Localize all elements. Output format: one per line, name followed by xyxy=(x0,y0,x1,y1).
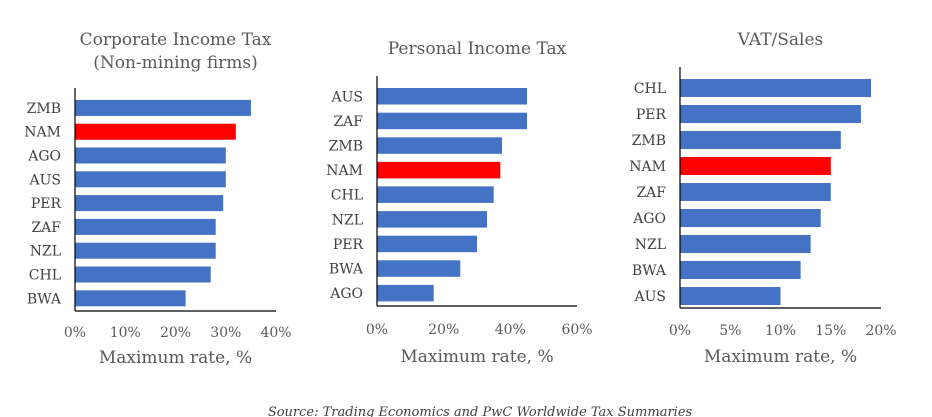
chart-1-x-tick-0: 0% xyxy=(64,325,86,341)
chart-2-bar-ago xyxy=(377,284,434,302)
chart-1-title-line-2: (Non-mining firms) xyxy=(93,53,258,73)
chart-3-bar-zaf xyxy=(680,183,831,201)
chart-1-bar-per xyxy=(75,195,224,212)
chart-1-bar-nam xyxy=(75,123,236,140)
chart-3-category-label-nzl: NZL xyxy=(635,237,666,253)
chart-1-x-tick-2: 20% xyxy=(160,325,191,341)
chart-3-category-label-bwa: BWA xyxy=(632,263,667,279)
chart-2-x-tick-0: 0% xyxy=(366,322,388,338)
chart-1-bar-nzl xyxy=(75,242,216,259)
chart-1-category-label-nzl: NZL xyxy=(30,244,61,260)
chart-2-x-axis-label: Maximum rate, % xyxy=(400,347,553,367)
chart-3-category-label-zmb: ZMB xyxy=(632,133,666,149)
chart-2-category-label-nzl: NZL xyxy=(332,212,363,228)
chart-1-x-tick-3: 30% xyxy=(210,325,241,341)
chart-2-bar-zaf xyxy=(377,112,527,130)
chart-3-x-tick-1: 5% xyxy=(719,323,741,339)
chart-3-bar-nam xyxy=(680,157,831,175)
chart-1-category-label-bwa: BWA xyxy=(27,291,62,307)
chart-3-x-tick-3: 15% xyxy=(815,323,846,339)
chart-3-category-label-chl: CHL xyxy=(634,81,666,97)
chart-1-bar-bwa xyxy=(75,290,186,307)
chart-1-x-tick-4: 40% xyxy=(260,325,291,341)
chart-3-category-label-ago: AGO xyxy=(632,211,666,227)
chart-1-category-label-ago: AGO xyxy=(27,149,61,165)
chart-1-category-label-zaf: ZAF xyxy=(31,220,61,236)
chart-3-bar-chl xyxy=(680,79,871,97)
chart-1-category-label-per: PER xyxy=(31,196,62,212)
chart-2-bar-aus xyxy=(377,88,527,105)
chart-3-x-tick-0: 0% xyxy=(669,323,691,339)
chart-1-bar-zmb xyxy=(75,99,251,116)
chart-3-bar-bwa xyxy=(680,261,801,279)
chart-3-category-label-nam: NAM xyxy=(629,159,666,175)
chart-1-x-tick-1: 10% xyxy=(110,325,141,341)
chart-1-bar-aus xyxy=(75,171,226,188)
source-note: Source: Trading Economics and PwC Worldw… xyxy=(268,405,693,417)
chart-2-x-tick-3: 60% xyxy=(561,322,592,338)
chart-2-title-line-1: Personal Income Tax xyxy=(388,39,567,59)
chart-1-category-label-nam: NAM xyxy=(24,125,61,141)
chart-2-bar-nam xyxy=(377,161,501,179)
chart-2-category-label-aus: AUS xyxy=(331,89,364,105)
chart-1-bar-chl xyxy=(75,266,211,283)
chart-2-bar-nzl xyxy=(377,211,487,228)
chart-3-bar-nzl xyxy=(680,235,811,253)
chart-2-category-label-zmb: ZMB xyxy=(329,139,363,155)
chart-3-x-axis-label: Maximum rate, % xyxy=(704,347,857,367)
chart-1-x-axis-label: Maximum rate, % xyxy=(99,348,252,368)
chart-1-category-label-zmb: ZMB xyxy=(27,101,61,117)
chart-2-category-label-per: PER xyxy=(333,237,364,253)
chart-1-bar-ago xyxy=(75,147,226,164)
chart-2-category-label-zaf: ZAF xyxy=(333,114,363,130)
chart-3-x-tick-4: 20% xyxy=(865,323,896,339)
chart-2-category-label-bwa: BWA xyxy=(329,262,364,278)
chart-3-bar-ago xyxy=(680,209,821,227)
chart-1-category-label-aus: AUS xyxy=(29,172,62,188)
chart-2-bar-zmb xyxy=(377,137,502,154)
chart-3-bar-zmb xyxy=(680,131,841,149)
chart-2-bar-chl xyxy=(377,186,494,203)
chart-2-category-label-chl: CHL xyxy=(331,188,363,204)
chart-3-category-label-per: PER xyxy=(636,107,667,123)
chart-2-x-tick-1: 20% xyxy=(428,322,459,338)
chart-2-bar-bwa xyxy=(377,260,461,277)
chart-2-category-label-ago: AGO xyxy=(329,286,363,302)
chart-3-category-label-aus: AUS xyxy=(634,289,667,305)
chart-2-x-tick-2: 40% xyxy=(495,322,526,338)
chart-1-category-label-chl: CHL xyxy=(29,268,61,284)
chart-2-category-label-nam: NAM xyxy=(326,163,363,179)
chart-2-bar-per xyxy=(377,235,477,253)
chart-3-bar-aus xyxy=(680,287,781,305)
chart-3-title-line-1: VAT/Sales xyxy=(737,30,824,50)
chart-3-bar-per xyxy=(680,105,861,123)
chart-3-x-tick-2: 10% xyxy=(765,323,796,339)
chart-1-title-line-1: Corporate Income Tax xyxy=(80,30,272,50)
chart-3-category-label-zaf: ZAF xyxy=(636,185,666,201)
chart-1-bar-zaf xyxy=(75,218,216,235)
